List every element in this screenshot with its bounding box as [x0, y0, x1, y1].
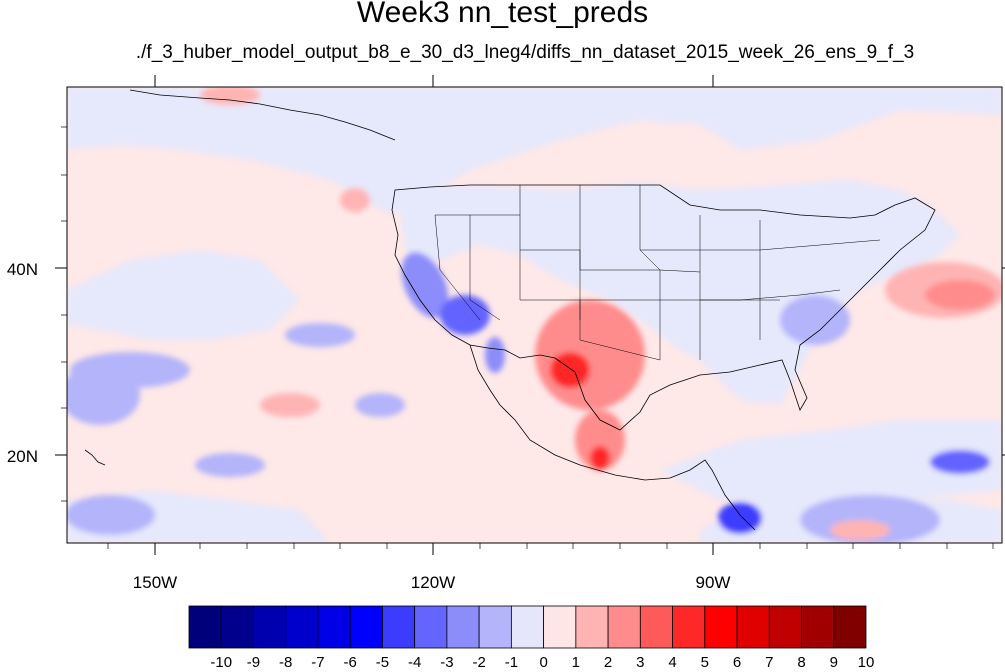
colorbar-label: 5 [690, 654, 720, 671]
colorbar-box [415, 606, 447, 648]
blue-patch-pacific-4 [355, 393, 405, 417]
blue-patch-baja [485, 337, 505, 373]
colorbar-box [511, 606, 543, 648]
colorbar-box [673, 606, 705, 648]
colorbar-box [834, 606, 866, 648]
colorbar-box [447, 606, 479, 648]
blue-patch-central-america-2 [930, 450, 990, 474]
blue-patch-pacific-5 [65, 495, 155, 535]
colorbar [189, 606, 866, 648]
colorbar-label: 4 [658, 654, 688, 671]
colorbar-label: 0 [529, 654, 559, 671]
colorbar-label: -10 [206, 654, 236, 671]
colorbar-box [640, 606, 672, 648]
colorbar-label: -5 [367, 654, 397, 671]
colorbar-label: -9 [238, 654, 268, 671]
blue-patch-pacific-3 [285, 323, 355, 347]
lon-label-90w: 90W [696, 573, 731, 592]
colorbar-label: -7 [303, 654, 333, 671]
colorbar-box [286, 606, 318, 648]
colorbar-box [802, 606, 834, 648]
red-patch-north [200, 85, 260, 105]
colorbar-box [253, 606, 285, 648]
lat-label-40n: 40N [7, 260, 38, 279]
colorbar-label: 7 [754, 654, 784, 671]
colorbar-label: 10 [851, 654, 881, 671]
colorbar-box [737, 606, 769, 648]
colorbar-box [544, 606, 576, 648]
colorbar-label: 3 [625, 654, 655, 671]
red-patch-south-2 [830, 520, 890, 540]
blue-patch-pacific-1 [70, 352, 190, 388]
red-patch-pacific [260, 393, 320, 417]
colorbar-box [318, 606, 350, 648]
colorbar-box [189, 606, 221, 648]
colorbar-label: 9 [819, 654, 849, 671]
colorbar-label: 1 [561, 654, 591, 671]
colorbar-label: 2 [593, 654, 623, 671]
colorbar-box [608, 606, 640, 648]
colorbar-box [769, 606, 801, 648]
lat-label-20n: 20N [7, 447, 38, 466]
lon-label-150w: 150W [133, 573, 177, 592]
colorbar-box [479, 606, 511, 648]
blue-patch-east-coast [780, 295, 850, 345]
colorbar-box [382, 606, 414, 648]
blue-patch-central-america-1 [718, 502, 762, 534]
colorbar-box [221, 606, 253, 648]
red-patch-atlantic-core [925, 280, 995, 310]
lon-label-120w: 120W [411, 573, 455, 592]
colorbar-label: 8 [787, 654, 817, 671]
colorbar-label: 6 [722, 654, 752, 671]
colorbar-label: -2 [464, 654, 494, 671]
colorbar-box [705, 606, 737, 648]
red-patch-texas-core [550, 352, 590, 388]
blue-patch-pacific-2 [195, 453, 265, 477]
colorbar-label: -3 [432, 654, 462, 671]
red-patch-mexico-core [590, 446, 610, 470]
colorbar-box [350, 606, 382, 648]
plot-area: 150W 120W 90W 40N 20N [7, 75, 1005, 592]
colorbar-label: -6 [335, 654, 365, 671]
colorbar-box [576, 606, 608, 648]
colorbar-label: -8 [271, 654, 301, 671]
red-patch-texas [535, 300, 645, 410]
colorbar-label: -4 [400, 654, 430, 671]
colorbar-label: -1 [496, 654, 526, 671]
red-patch-oregon [340, 188, 370, 212]
